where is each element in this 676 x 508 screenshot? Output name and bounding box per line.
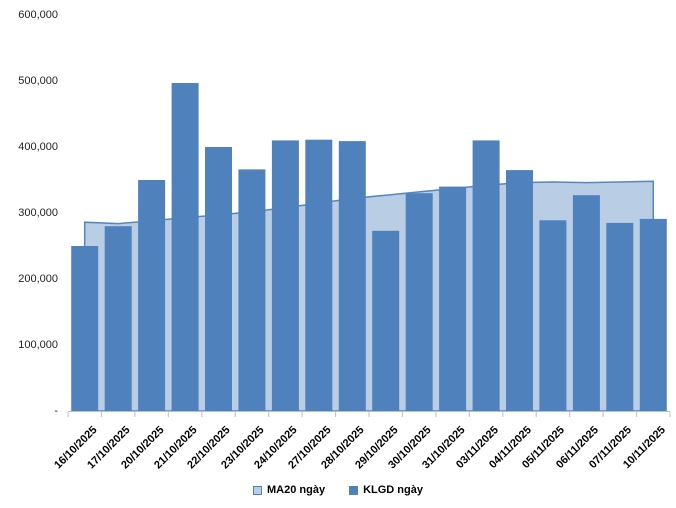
- y-axis-label: 400,000: [18, 141, 58, 153]
- klgd-bar: [71, 246, 99, 411]
- klgd-legend-swatch-icon: [349, 485, 359, 495]
- y-axis-label: 500,000: [18, 75, 58, 87]
- klgd-bar: [405, 193, 433, 411]
- klgd-bar: [205, 147, 232, 411]
- ma20-legend-swatch-icon: [253, 485, 262, 495]
- y-axis-label: 600,000: [18, 9, 58, 21]
- legend-item-ma20: MA20 ngày: [253, 484, 325, 496]
- legend-item-label: MA20 ngày: [267, 484, 326, 496]
- klgd-bar: [104, 226, 132, 411]
- y-axis-label: -: [54, 405, 58, 417]
- klgd-bar: [606, 222, 634, 411]
- ma20-area: [83, 180, 655, 412]
- klgd-bar: [338, 141, 366, 411]
- klgd-bar: [439, 186, 467, 411]
- klgd-bar: [138, 180, 166, 411]
- y-axis-label: 200,000: [18, 273, 58, 285]
- klgd-bar: [539, 220, 567, 411]
- klgd-bar: [506, 170, 533, 411]
- klgd-bar: [639, 218, 667, 411]
- legend-item-label: KLGD ngày: [363, 484, 423, 496]
- y-axis-label: 100,000: [18, 339, 58, 351]
- klgd-bar: [372, 230, 400, 411]
- klgd-bar: [171, 83, 199, 411]
- legend-item-klgd: KLGD ngày: [349, 484, 423, 496]
- klgd-bar: [238, 169, 266, 411]
- y-axis-label: 300,000: [18, 207, 58, 219]
- klgd-bar: [271, 140, 299, 411]
- legend: MA20 ngày KLGD ngày: [0, 484, 676, 496]
- klgd-bar: [305, 139, 333, 411]
- klgd-bar: [572, 195, 600, 411]
- klgd-bar: [472, 140, 500, 411]
